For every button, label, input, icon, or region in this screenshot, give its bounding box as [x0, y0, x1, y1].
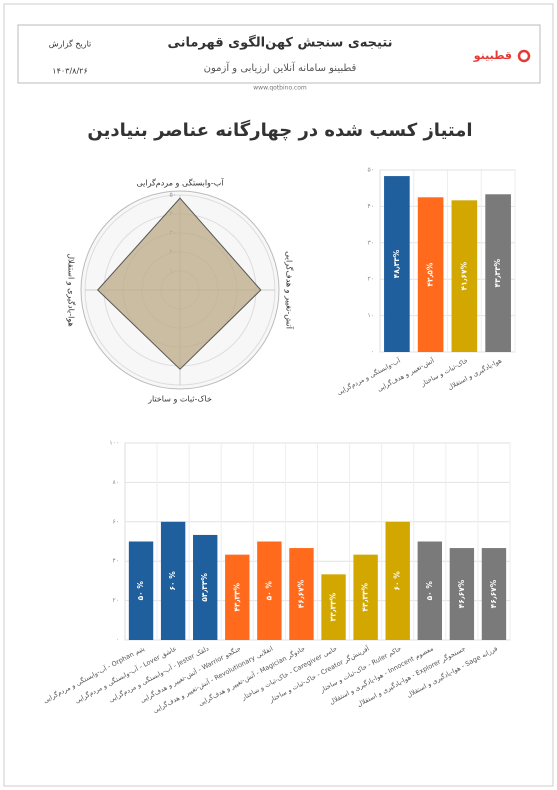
radar-axis-label: هوا-یادگیری و استقلال — [67, 253, 77, 327]
y-tick-label: ۲۰ — [113, 597, 119, 604]
r-tick-label: ۵۰ — [170, 192, 176, 199]
bar-value-label: ۴۶٫۶۷% — [457, 579, 466, 608]
logo-icon — [517, 49, 531, 63]
bar-value-label: ۵۰ % — [136, 581, 145, 601]
bar — [449, 548, 475, 640]
y-tick-label: ۰ — [371, 349, 374, 356]
bar-value-label: ۶۰ % — [393, 571, 402, 591]
bar-value-label: ۴۳٫۳۳% — [493, 258, 502, 287]
bar-value-label: ۳۳٫۳۳% — [329, 592, 338, 621]
bar — [353, 554, 378, 640]
radar-axis-label: خاک-ثبات و ساختار — [147, 395, 212, 404]
bar-value-label: ۴۸٫۳۳% — [392, 249, 401, 278]
report-subtitle: قطبینو سامانه آنلاین ارزیابی و آزمون — [204, 61, 357, 74]
y-tick-label: ۸۰ — [113, 479, 119, 486]
y-tick-label: ۴۰ — [368, 203, 374, 210]
bar-value-label: ۴۲٫۵% — [426, 262, 435, 287]
bar-value-label: ۴۶٫۶۷% — [296, 579, 305, 608]
bar-value-label: ۴۶٫۶۷% — [489, 579, 498, 608]
bar-value-label: ۴۳٫۳۳% — [361, 583, 370, 612]
bar — [257, 541, 282, 640]
bar-value-label: ۵۰ % — [264, 581, 273, 601]
bar — [451, 200, 478, 352]
header-box — [17, 24, 541, 84]
page-border — [3, 3, 554, 787]
y-tick-label: ۱۰ — [368, 312, 374, 319]
bar — [385, 521, 410, 640]
bar — [128, 541, 154, 640]
bar — [225, 554, 250, 640]
radar-axis-label: آتش-تغییر و هدف‌گرایی — [285, 251, 295, 330]
bar-value-label: ۴۳٫۳۳% — [232, 583, 241, 612]
bar-value-label: ۴۱٫۶۷% — [459, 261, 468, 290]
bar — [193, 534, 218, 640]
x-tick-label: آب-وابستگی و مردم‌گرایی — [335, 355, 403, 397]
logo-text: قطبینو — [473, 49, 512, 62]
y-tick-label: ۳۰ — [368, 239, 374, 246]
y-tick-label: ۲۰ — [368, 276, 374, 283]
y-tick-label: ۱۰۰ — [109, 440, 119, 447]
x-tick-label: آتش-تغییر و هدف‌گرایی — [375, 355, 436, 393]
y-tick-label: ۶۰ — [113, 518, 119, 525]
bar-value-label: ۵۳٫۳۳% — [200, 573, 209, 602]
bar — [485, 194, 511, 352]
bar — [289, 548, 314, 640]
report-date: ۱۴۰۳/۸/۲۶ — [52, 67, 87, 76]
radar-area — [96, 197, 262, 370]
bar — [384, 176, 410, 352]
bar-value-label: ۶۰ % — [168, 571, 177, 591]
bar — [160, 521, 186, 640]
date-label: تاریخ گزارش — [49, 39, 92, 49]
site-url: www.qotbino.com — [253, 85, 307, 92]
radar-axis-label: آب-وابستگی و مردم‌گرایی — [136, 178, 224, 188]
bar — [321, 574, 346, 640]
bar — [481, 548, 507, 640]
bar — [417, 197, 444, 352]
report-title: نتیجه‌ی سنجش کهن‌الگوی قهرمانی — [167, 35, 392, 51]
y-tick-label: ۵۰ — [368, 167, 374, 174]
bar-value-label: ۵۰ % — [425, 581, 434, 601]
section-heading: امتیاز کسب شده در چهارگانه عناصر بنیادین — [87, 119, 472, 141]
y-tick-label: ۴۰ — [113, 558, 119, 565]
bar — [417, 541, 442, 640]
y-tick-label: ۰ — [116, 637, 119, 644]
